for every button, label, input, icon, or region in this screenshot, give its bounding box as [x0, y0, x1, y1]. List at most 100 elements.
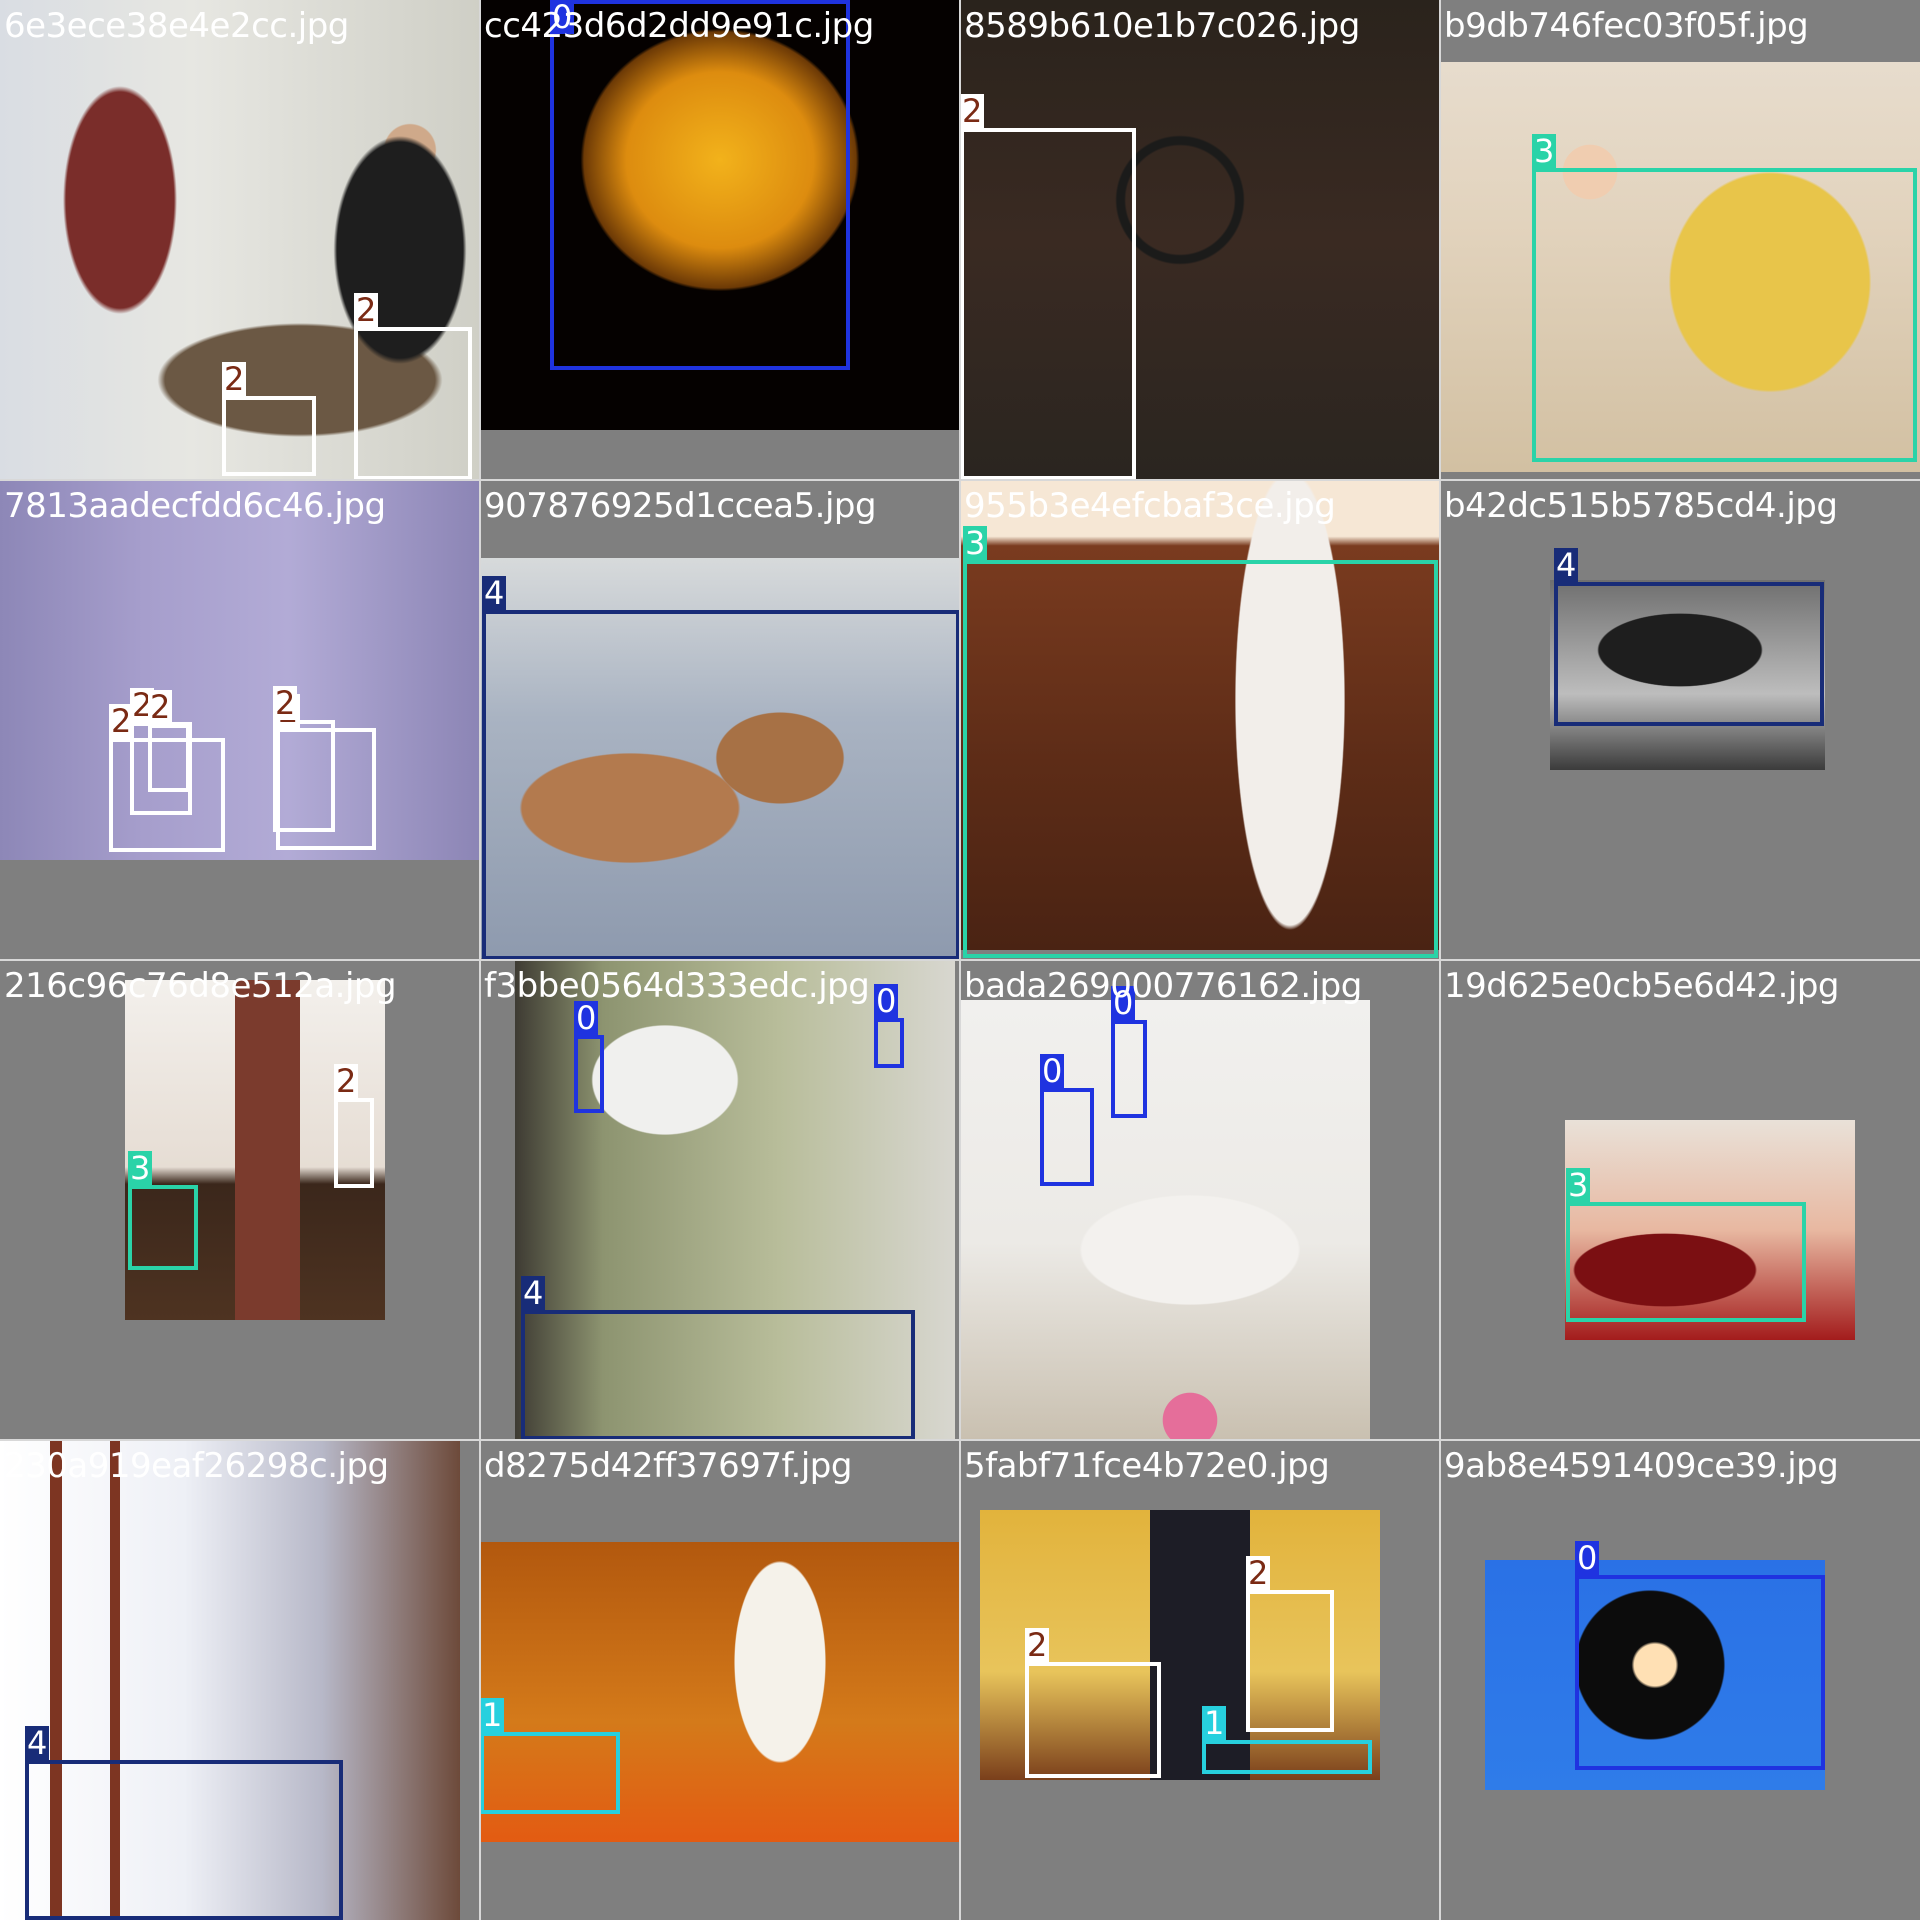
detection-label: 2	[960, 92, 985, 130]
detection-label: 4	[25, 1724, 50, 1762]
tile-filename: b42dc515b5785cd4.jpg	[1444, 486, 1838, 526]
tile-filename: b9db746fec03f05f.jpg	[1444, 6, 1809, 46]
detection-box-class-3	[963, 560, 1438, 958]
photo-girl-gift-sofa	[1440, 62, 1920, 472]
mosaic-tile: 19d625e0cb5e6d42.jpg 3	[1440, 960, 1920, 1440]
detection-label: 2	[1025, 1626, 1050, 1664]
detection-label: 0	[550, 0, 575, 36]
photo-mural-bedroom	[515, 960, 955, 1440]
mosaic-tile: 8589b610e1b7c026.jpg 2	[960, 0, 1440, 480]
detection-box-class-1	[1202, 1740, 1372, 1774]
detection-box-class-2	[273, 720, 335, 832]
mosaic-tile: 216c96c76d8e512a.jpg 3 2	[0, 960, 480, 1440]
detection-box-class-4	[25, 1760, 343, 1920]
detection-label: 0	[1040, 1052, 1065, 1090]
tile-filename: bada269000776162.jpg	[964, 966, 1362, 1006]
detection-box-class-2	[222, 396, 316, 476]
detection-label: 0	[1575, 1539, 1600, 1577]
mosaic-tile: cc423d6d2dd9e91c.jpg 0	[480, 0, 960, 480]
photo-dark-room-chair	[960, 0, 1440, 480]
photo-panel-speaker-stage	[480, 1542, 960, 1842]
tile-filename: d8275d42ff37697f.jpg	[484, 1446, 852, 1486]
tile-filename: 216c96c76d8e512a.jpg	[4, 966, 397, 1006]
detection-label: 0	[1111, 984, 1136, 1022]
detection-box-class-0	[1575, 1575, 1825, 1770]
mosaic-tile: 955b3e4efcbaf3ce.jpg 3	[960, 480, 1440, 960]
photo-bw-sleeping-bed	[1550, 580, 1825, 770]
photo-white-wall-mirror	[0, 1440, 460, 1920]
detection-box-class-4	[482, 610, 960, 960]
tile-filename: 9ab8e4591409ce39.jpg	[1444, 1446, 1839, 1486]
detection-label: 1	[480, 1696, 505, 1734]
mosaic-tile: b9db746fec03f05f.jpg 3	[1440, 0, 1920, 480]
tile-filename: 5fabf71fce4b72e0.jpg	[964, 1446, 1330, 1486]
detection-box-class-2	[276, 728, 376, 850]
detection-box-class-0	[1040, 1088, 1094, 1186]
mosaic-tile: f3bbe0564d333edc.jpg 0 0 4	[480, 960, 960, 1440]
detection-label: 4	[1554, 546, 1579, 584]
detection-label: 2	[109, 702, 134, 740]
detection-box-class-2	[960, 128, 1136, 480]
tile-filename: cc423d6d2dd9e91c.jpg	[484, 6, 874, 46]
detection-label: 0	[874, 982, 899, 1020]
detection-label: 2	[273, 684, 298, 722]
photo-brick-fireplace-living	[125, 980, 385, 1320]
detection-box-class-3	[128, 1185, 198, 1270]
mosaic-tile: b42dc515b5785cd4.jpg 4	[1440, 480, 1920, 960]
photo-white-sofa-mirrors	[960, 1000, 1370, 1440]
detection-label: 2	[148, 688, 173, 726]
photo-street-lamp-blue-sky	[1485, 1560, 1825, 1790]
detection-box-class-2	[148, 724, 190, 792]
tile-filename: 955b3e4efcbaf3ce.jpg	[964, 486, 1336, 526]
grid-separator	[1439, 0, 1441, 1920]
grid-separator	[0, 1439, 1920, 1441]
detection-box-class-3	[1532, 168, 1917, 462]
detection-box-class-0	[550, 0, 850, 370]
mosaic-tile: 7813aadecfdd6c46.jpg22222	[0, 480, 480, 960]
mosaic-tile: 5fabf71fce4b72e0.jpg 2 2 1	[960, 1440, 1440, 1920]
grid-separator	[0, 959, 1920, 961]
mosaic-tile: 9ab8e4591409ce39.jpg 0	[1440, 1440, 1920, 1920]
mosaic-tile: 907876925d1ccea5.jpg 4	[480, 480, 960, 960]
detection-label: 3	[963, 524, 988, 562]
tile-filename: 7813aadecfdd6c46.jpg	[4, 486, 386, 526]
detection-box-class-0	[874, 1018, 904, 1068]
detection-box-class-0	[574, 1035, 604, 1113]
mosaic-tile: d8275d42ff37697f.jpg 1	[480, 1440, 960, 1920]
tile-filename: 8589b610e1b7c026.jpg	[964, 6, 1360, 46]
detection-box-class-2	[354, 327, 472, 480]
detection-box-class-2	[109, 738, 225, 852]
photo-purple-dining-room	[0, 480, 480, 860]
detection-box-class-0	[1111, 1020, 1147, 1118]
detection-box-class-2	[1246, 1590, 1334, 1732]
detection-label: 3	[128, 1149, 153, 1187]
detection-label: 2	[354, 291, 379, 329]
detection-box-class-4	[1554, 582, 1824, 726]
detection-label: 4	[482, 574, 507, 612]
detection-box-class-2	[334, 1098, 374, 1188]
photo-leather-couch-stocking	[960, 480, 1440, 950]
tile-filename: 6e3ece38e4e2cc.jpg	[4, 6, 349, 46]
detection-label: 3	[1566, 1166, 1591, 1204]
mosaic-tile: 230a919eaf26298c.jpg 4	[0, 1440, 480, 1920]
tile-filename: 907876925d1ccea5.jpg	[484, 486, 877, 526]
photo-red-chesterfield-dog	[1565, 1120, 1855, 1340]
detection-label: 4	[521, 1274, 546, 1312]
tile-filename: f3bbe0564d333edc.jpg	[484, 966, 870, 1006]
photo-glowing-lamp	[480, 0, 960, 430]
tile-filename: 19d625e0cb5e6d42.jpg	[1444, 966, 1840, 1006]
photo-cats-on-bed	[480, 558, 960, 958]
photo-kitchen-two-men	[0, 0, 480, 480]
detection-label: 0	[574, 999, 599, 1037]
detection-label: 1	[1202, 1704, 1227, 1742]
mosaic-tile: bada269000776162.jpg 0 0	[960, 960, 1440, 1440]
tile-filename: 230a919eaf26298c.jpg	[4, 1446, 389, 1486]
mosaic-tile: 6e3ece38e4e2cc.jpg 2 2	[0, 0, 480, 480]
detection-box-class-4	[521, 1310, 915, 1440]
detection-label: 2	[222, 360, 247, 398]
detection-label: 2	[334, 1062, 359, 1100]
detection-label: 2	[1246, 1554, 1271, 1592]
detection-box-class-1	[480, 1732, 620, 1814]
detection-box-class-3	[1566, 1202, 1806, 1322]
